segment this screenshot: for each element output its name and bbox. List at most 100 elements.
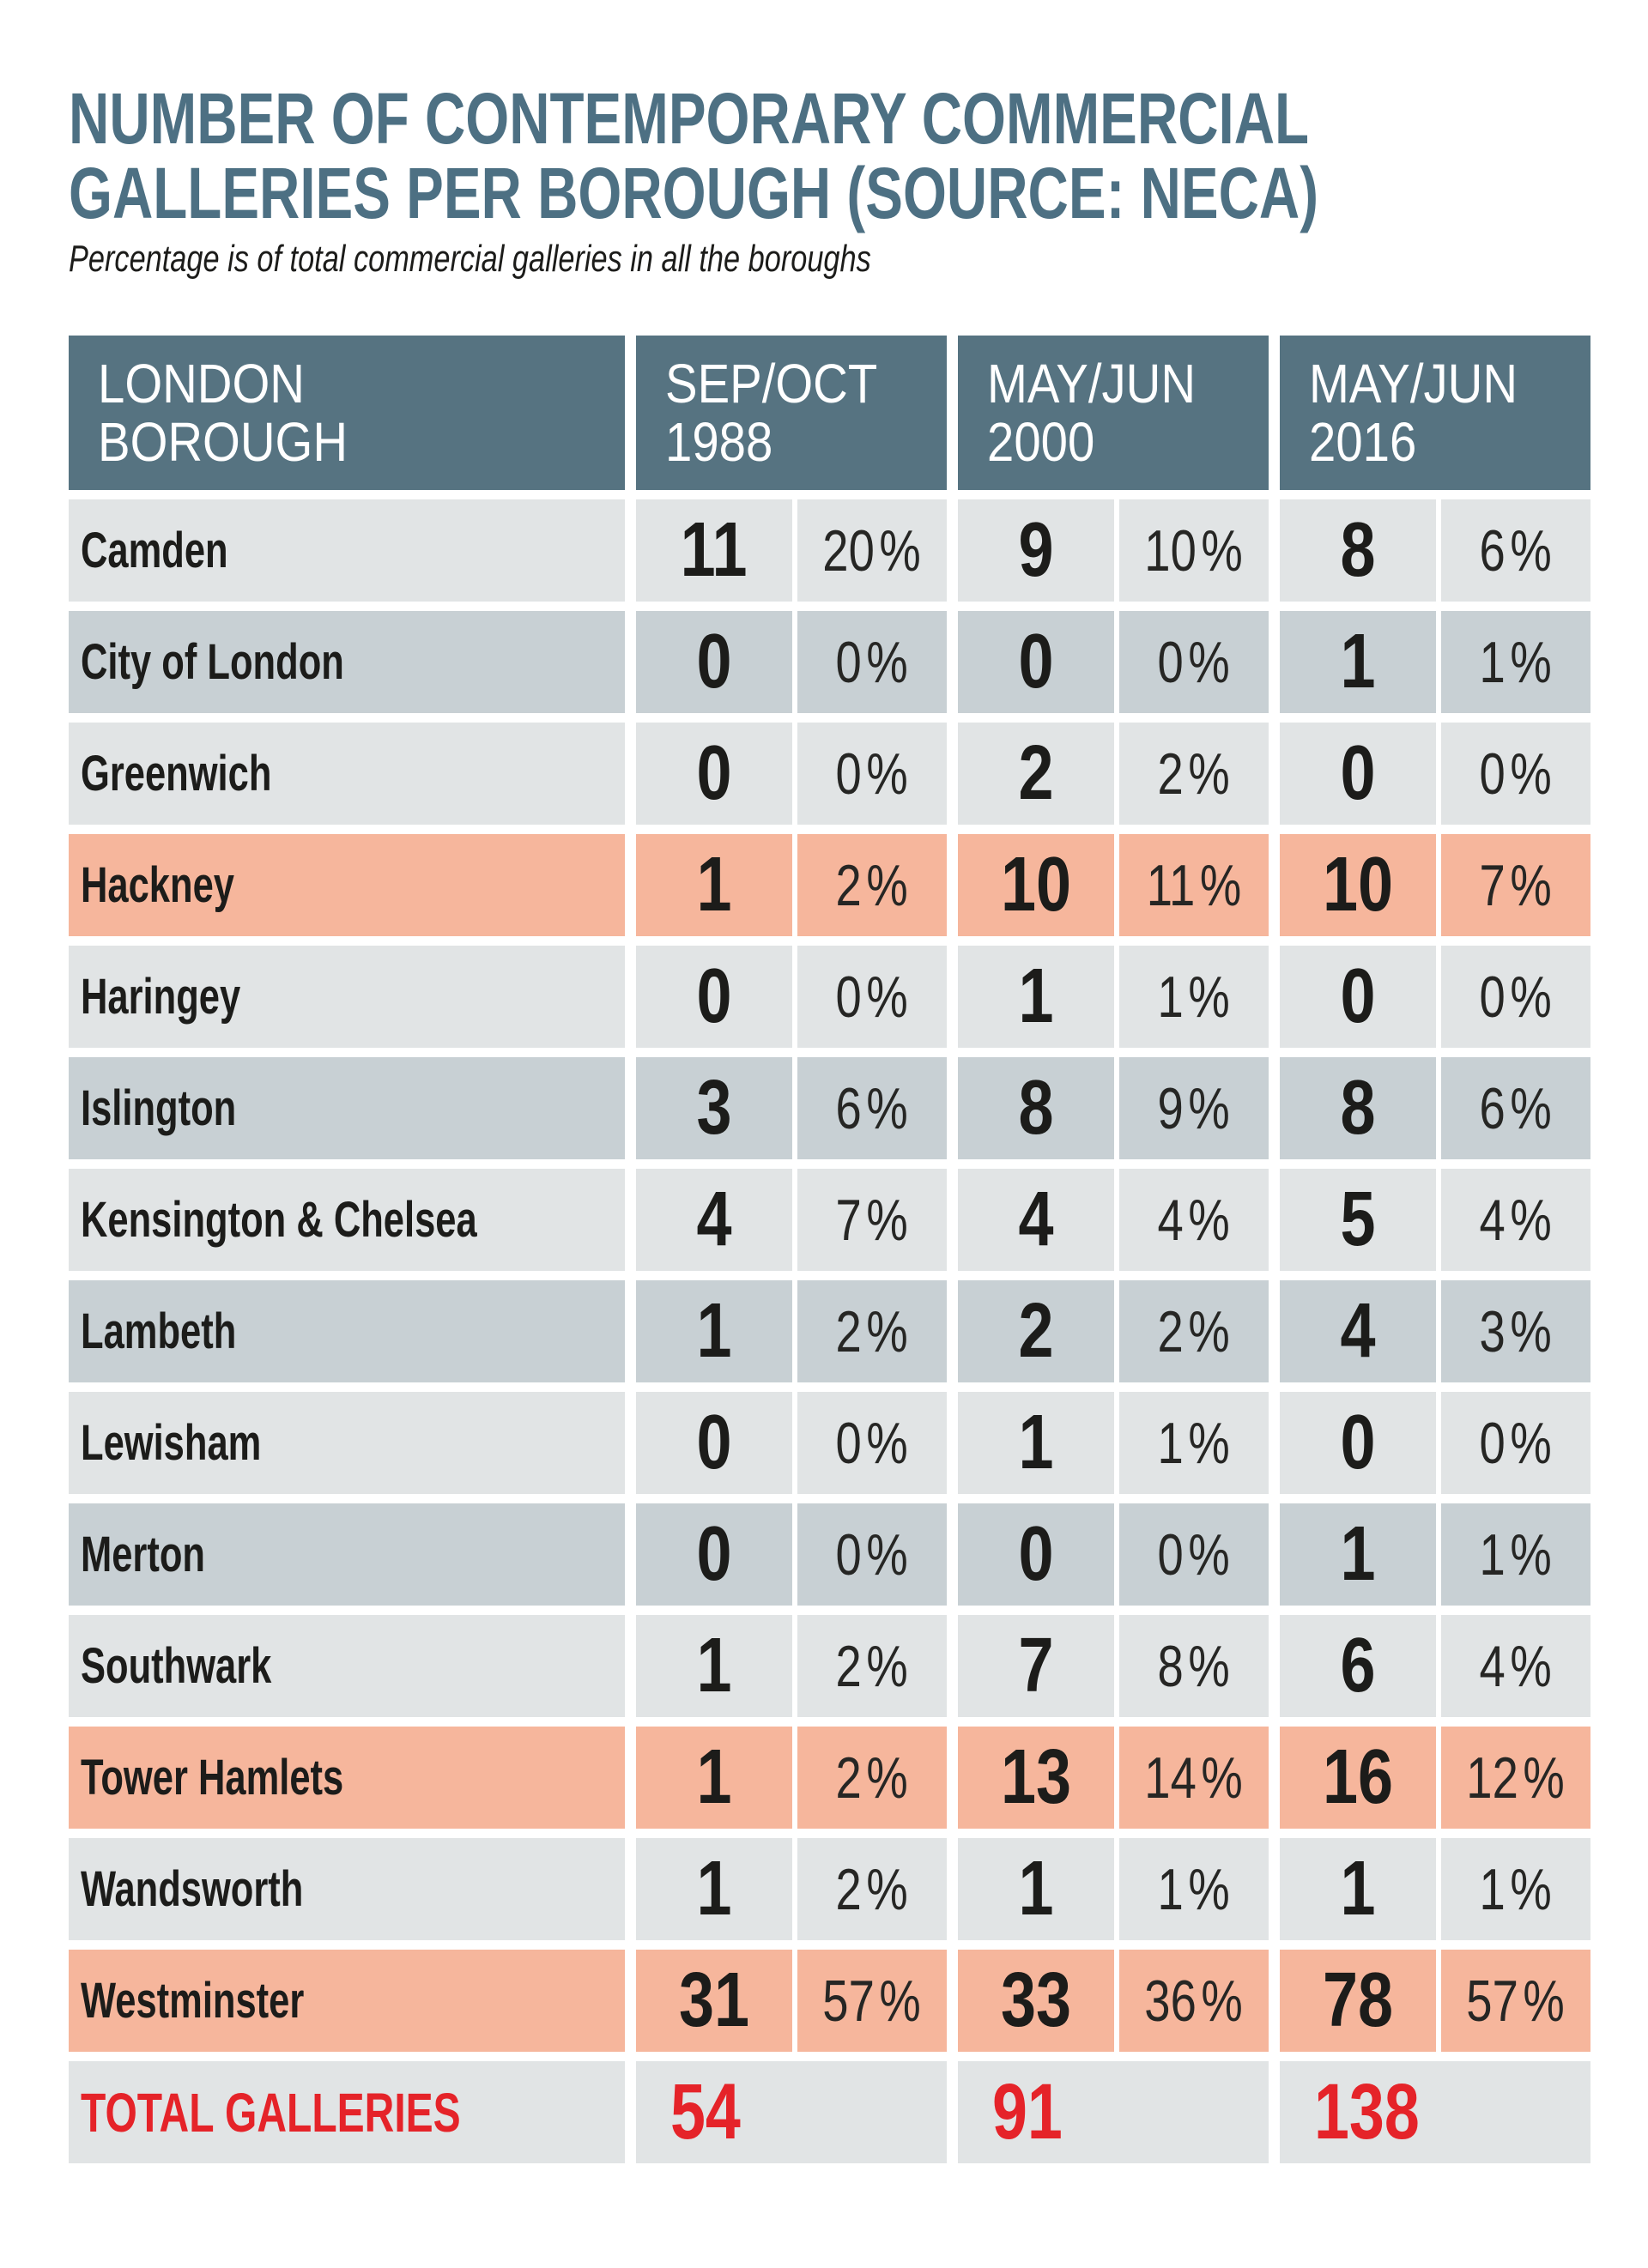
percent-sign: % bbox=[866, 1856, 909, 1922]
total-2016-cell: 138 bbox=[1280, 2061, 1590, 2163]
percent-sign: % bbox=[1201, 1745, 1244, 1811]
count-2016-cell: 1 bbox=[1280, 1838, 1436, 1940]
borough-name-cell: Lewisham bbox=[69, 1392, 625, 1494]
percent-sign: % bbox=[1510, 1633, 1553, 1699]
percent-2016-cell: 6% bbox=[1441, 1057, 1590, 1159]
count-2016-cell: 4 bbox=[1280, 1280, 1436, 1382]
count-1988-cell: 11 bbox=[636, 499, 792, 602]
percent-sign: % bbox=[1510, 1187, 1553, 1253]
percent-2000-cell: 8% bbox=[1119, 1615, 1269, 1717]
percent-2016-cell: 1% bbox=[1441, 611, 1590, 713]
borough-name-cell: Merton bbox=[69, 1503, 625, 1606]
percent-1988-cell: 6% bbox=[797, 1057, 947, 1159]
header-line: 2000 bbox=[987, 411, 1095, 473]
percent-1988-cell: 2% bbox=[797, 1727, 947, 1829]
count-2000-cell: 1 bbox=[958, 946, 1114, 1048]
percent-2000-cell: 11% bbox=[1119, 834, 1269, 936]
percent-sign: % bbox=[1510, 629, 1553, 695]
percent-2016-cell: 7% bbox=[1441, 834, 1590, 936]
borough-name-cell: City of London bbox=[69, 611, 625, 713]
borough-name-cell: Camden bbox=[69, 499, 625, 602]
percent-sign: % bbox=[866, 1410, 909, 1476]
percent-sign: % bbox=[866, 852, 909, 918]
header-line: MAY/JUN bbox=[1309, 353, 1518, 414]
percent-2016-cell: 6% bbox=[1441, 499, 1590, 602]
percent-sign: % bbox=[1201, 517, 1244, 584]
count-2000-cell: 1 bbox=[958, 1392, 1114, 1494]
count-2000-cell: 9 bbox=[958, 499, 1114, 602]
header-may-jun-2000: MAY/JUN 2000 bbox=[958, 336, 1269, 490]
percent-sign: % bbox=[866, 1633, 909, 1699]
percent-sign: % bbox=[866, 1075, 909, 1141]
count-1988-cell: 0 bbox=[636, 946, 792, 1048]
borough-name-cell: Greenwich bbox=[69, 723, 625, 825]
percent-2000-cell: 14% bbox=[1119, 1727, 1269, 1829]
percent-sign: % bbox=[879, 517, 922, 584]
header-text: MAY/JUN 2000 bbox=[987, 354, 1235, 471]
percent-1988-cell: 0% bbox=[797, 611, 947, 713]
percent-2016-cell: 0% bbox=[1441, 723, 1590, 825]
percent-sign: % bbox=[1523, 1745, 1566, 1811]
borough-name-cell: Haringey bbox=[69, 946, 625, 1048]
count-2016-cell: 8 bbox=[1280, 1057, 1436, 1159]
header-line: SEP/OCT bbox=[665, 353, 878, 414]
percent-sign: % bbox=[1510, 1410, 1553, 1476]
percent-1988-cell: 7% bbox=[797, 1169, 947, 1271]
count-2000-cell: 0 bbox=[958, 1503, 1114, 1606]
borough-name-cell: Lambeth bbox=[69, 1280, 625, 1382]
percent-sign: % bbox=[1188, 1075, 1231, 1141]
percent-2000-cell: 2% bbox=[1119, 723, 1269, 825]
percent-2000-cell: 10% bbox=[1119, 499, 1269, 602]
percent-1988-cell: 0% bbox=[797, 723, 947, 825]
page-title-line2: GALLERIES PER BOROUGH (SOURCE: NECA) bbox=[69, 153, 1319, 233]
percent-2016-cell: 1% bbox=[1441, 1838, 1590, 1940]
count-2000-cell: 7 bbox=[958, 1615, 1114, 1717]
count-2016-cell: 6 bbox=[1280, 1615, 1436, 1717]
count-2000-cell: 10 bbox=[958, 834, 1114, 936]
count-2000-cell: 2 bbox=[958, 1280, 1114, 1382]
galleries-table: LONDON BOROUGH SEP/OCT 1988 MAY/JUN 2000… bbox=[69, 336, 1648, 2163]
percent-sign: % bbox=[1510, 852, 1553, 918]
percent-sign: % bbox=[866, 1187, 909, 1253]
count-1988-cell: 31 bbox=[636, 1950, 792, 2052]
percent-2000-cell: 9% bbox=[1119, 1057, 1269, 1159]
total-2000-cell: 91 bbox=[958, 2061, 1269, 2163]
count-1988-cell: 1 bbox=[636, 834, 792, 936]
percent-sign: % bbox=[1510, 1075, 1553, 1141]
percent-1988-cell: 57% bbox=[797, 1950, 947, 2052]
count-2016-cell: 0 bbox=[1280, 723, 1436, 825]
count-1988-cell: 0 bbox=[636, 1392, 792, 1494]
percent-sign: % bbox=[866, 1521, 909, 1588]
percent-sign: % bbox=[1523, 1968, 1566, 2034]
percent-1988-cell: 0% bbox=[797, 1392, 947, 1494]
header-london-borough: LONDON BOROUGH bbox=[69, 336, 625, 490]
borough-name-cell: Tower Hamlets bbox=[69, 1727, 625, 1829]
percent-2016-cell: 0% bbox=[1441, 946, 1590, 1048]
percent-sign: % bbox=[1188, 1187, 1231, 1253]
intro-block: NUMBER OF CONTEMPORARY COMMERCIAL GALLER… bbox=[69, 82, 1319, 282]
borough-name-cell: Westminster bbox=[69, 1950, 625, 2052]
header-line: MAY/JUN bbox=[987, 353, 1197, 414]
count-2016-cell: 16 bbox=[1280, 1727, 1436, 1829]
count-2000-cell: 33 bbox=[958, 1950, 1114, 2052]
borough-name-cell: Hackney bbox=[69, 834, 625, 936]
count-2000-cell: 0 bbox=[958, 611, 1114, 713]
percent-2016-cell: 4% bbox=[1441, 1615, 1590, 1717]
percent-2016-cell: 1% bbox=[1441, 1503, 1590, 1606]
count-2000-cell: 13 bbox=[958, 1727, 1114, 1829]
count-1988-cell: 3 bbox=[636, 1057, 792, 1159]
percent-1988-cell: 2% bbox=[797, 834, 947, 936]
percent-1988-cell: 2% bbox=[797, 1280, 947, 1382]
percent-2000-cell: 0% bbox=[1119, 611, 1269, 713]
header-line: 1988 bbox=[665, 411, 773, 473]
percent-sign: % bbox=[1510, 1298, 1553, 1364]
percent-2016-cell: 0% bbox=[1441, 1392, 1590, 1494]
percent-sign: % bbox=[866, 1298, 909, 1364]
percent-sign: % bbox=[866, 964, 909, 1030]
percent-sign: % bbox=[1188, 1856, 1231, 1922]
percent-sign: % bbox=[879, 1968, 922, 2034]
header-line: 2016 bbox=[1309, 411, 1417, 473]
header-sep-oct-1988: SEP/OCT 1988 bbox=[636, 336, 947, 490]
header-line: BOROUGH bbox=[98, 411, 348, 473]
